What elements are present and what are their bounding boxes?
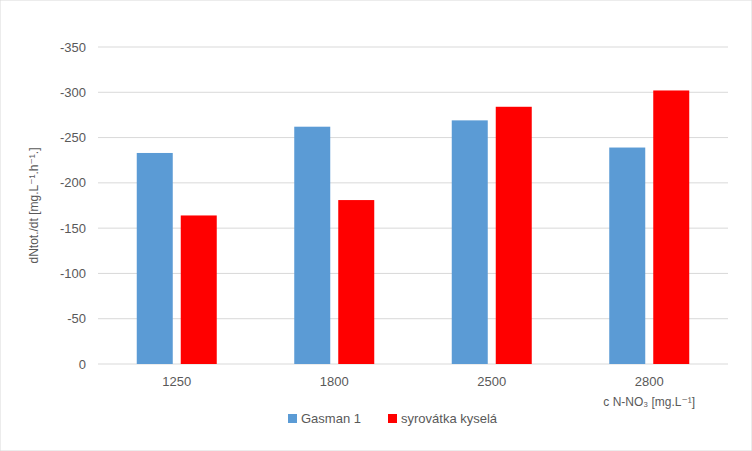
- y-tick-label: -150: [60, 221, 86, 236]
- background: [0, 0, 752, 451]
- y-tick-label: -50: [67, 311, 86, 326]
- bar: [294, 127, 330, 364]
- bar: [338, 200, 374, 364]
- legend-label: syrovátka kyselá: [401, 411, 498, 426]
- legend-label: Gasman 1: [301, 411, 361, 426]
- y-tick-label: -350: [60, 40, 86, 55]
- bar: [181, 215, 217, 364]
- y-tick-label: 0: [79, 357, 86, 372]
- chart-svg: 0 -50 -100 -150 -200 -250 -300 -350 1250 1800 2500…: [0, 0, 752, 451]
- y-tick-label: -200: [60, 175, 86, 190]
- y-tick-label: -250: [60, 130, 86, 145]
- bar: [496, 107, 532, 364]
- x-tick-label: 2500: [477, 374, 506, 389]
- bars: [137, 90, 690, 364]
- grid-line: [98, 137, 728, 138]
- grid: [98, 47, 728, 364]
- bar: [609, 148, 645, 364]
- x-tick-label: 1800: [320, 374, 349, 389]
- legend-swatch: [388, 414, 397, 423]
- legend-swatch: [288, 414, 297, 423]
- grid-line: [98, 47, 728, 48]
- y-tick-label: -300: [60, 85, 86, 100]
- x-tick-label: 2800: [635, 374, 664, 389]
- y-tick-label: -100: [60, 266, 86, 281]
- bar: [452, 120, 488, 364]
- legend: Gasman 1 syrovátka kyselá: [288, 411, 498, 426]
- chart-root: 0 -50 -100 -150 -200 -250 -300 -350 1250 1800 2500…: [0, 0, 752, 451]
- x-tick-label: 1250: [162, 374, 191, 389]
- bar: [653, 90, 689, 364]
- grid-line: [98, 92, 728, 93]
- x-axis-title: c N-NO₃ [mg.L⁻¹]: [603, 395, 695, 409]
- bar: [137, 153, 173, 364]
- y-axis-title: dNtot./dt [mg.L⁻¹.h⁻¹.]: [27, 147, 41, 263]
